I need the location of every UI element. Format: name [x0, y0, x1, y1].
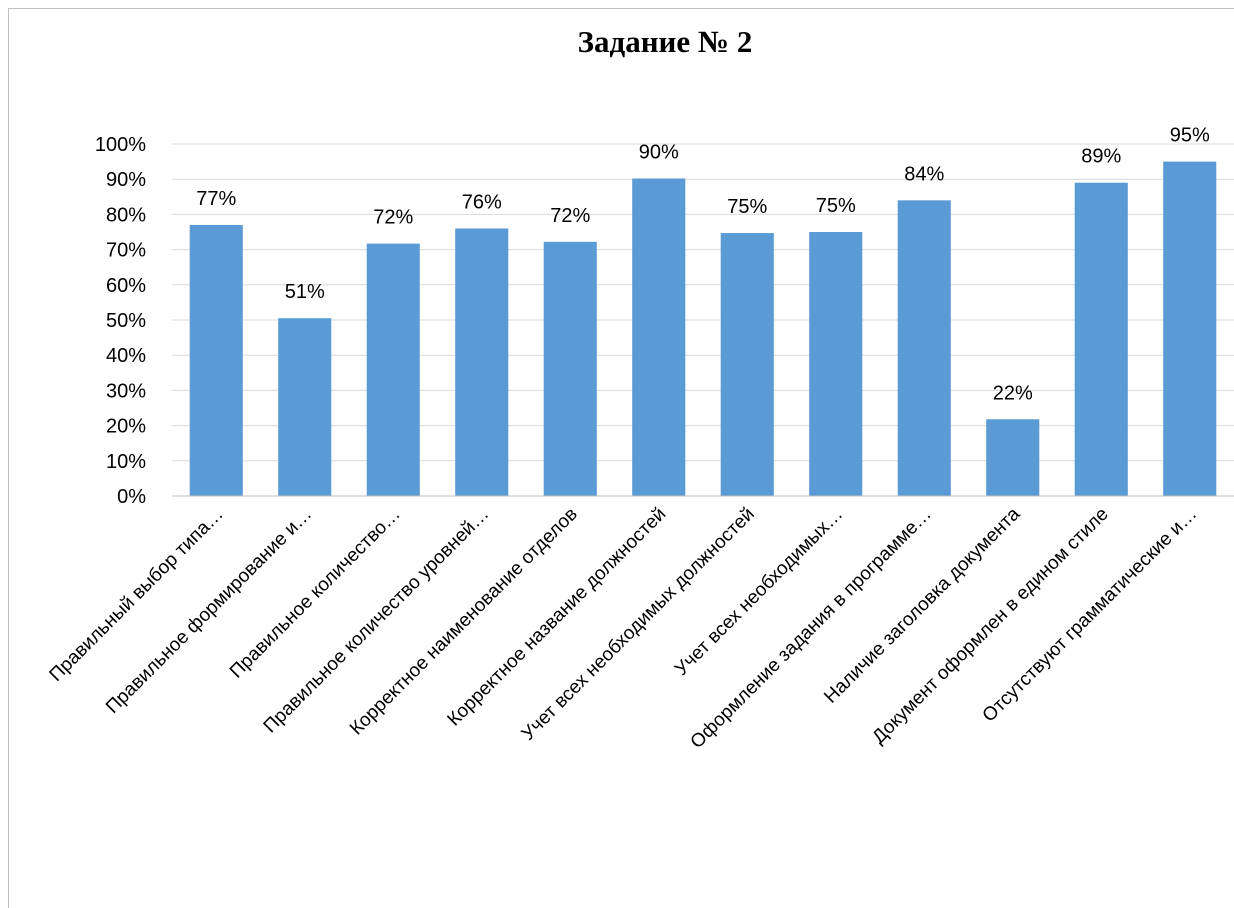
gridlines	[172, 143, 1234, 462]
data-label: 72%	[373, 207, 413, 229]
bar	[1074, 182, 1128, 496]
data-label: 77%	[196, 188, 236, 210]
y-tick-label: 80%	[106, 204, 146, 226]
category-label: Учет всех необходимых…	[671, 504, 847, 680]
data-label: 84%	[904, 163, 944, 185]
y-tick-label: 30%	[106, 380, 146, 402]
bar	[986, 419, 1040, 496]
data-label: 89%	[1081, 146, 1121, 168]
data-label: 76%	[462, 191, 502, 213]
bar	[720, 233, 774, 496]
y-tick-label: 50%	[106, 310, 146, 332]
data-label: 90%	[639, 141, 679, 163]
data-label: 75%	[727, 196, 767, 218]
y-tick-label: 100%	[95, 134, 146, 156]
data-label: 95%	[1170, 125, 1210, 147]
data-label: 51%	[285, 281, 325, 303]
bar	[543, 241, 597, 496]
y-tick-label: 10%	[106, 451, 146, 473]
bar	[278, 318, 332, 496]
y-tick-label: 20%	[106, 416, 146, 438]
bar	[809, 232, 863, 496]
data-label: 75%	[816, 195, 856, 217]
data-labels: 77% 51% 72% 76% 72% 90% 75% 75% 84% 22% 89% 95%	[196, 125, 1210, 405]
y-tick-label: 90%	[106, 169, 146, 191]
data-label: 72%	[550, 205, 590, 227]
bar	[1163, 161, 1217, 496]
category-labels: Правильный выбор типа…Правильное формиро…	[46, 503, 1202, 752]
bar	[897, 200, 951, 496]
chart-title: Задание № 2	[578, 24, 753, 59]
bar	[366, 243, 420, 496]
category-label: Наличие заголовка документа	[820, 503, 1024, 707]
bar	[632, 178, 686, 496]
y-tick-label: 40%	[106, 345, 146, 367]
data-label: 22%	[993, 382, 1033, 404]
category-label: Правильное количество…	[226, 504, 405, 683]
bar	[189, 224, 243, 496]
category-label: Правильный выбор типа…	[46, 504, 228, 686]
bar	[455, 228, 509, 497]
y-tick-label: 60%	[106, 275, 146, 297]
y-axis-ticks: 0% 10% 20% 30% 40% 50% 60% 70% 80% 90% 100%	[95, 134, 146, 508]
y-tick-label: 0%	[117, 486, 146, 508]
chart-frame	[8, 8, 1234, 908]
bars	[189, 161, 1217, 497]
y-tick-label: 70%	[106, 240, 146, 262]
